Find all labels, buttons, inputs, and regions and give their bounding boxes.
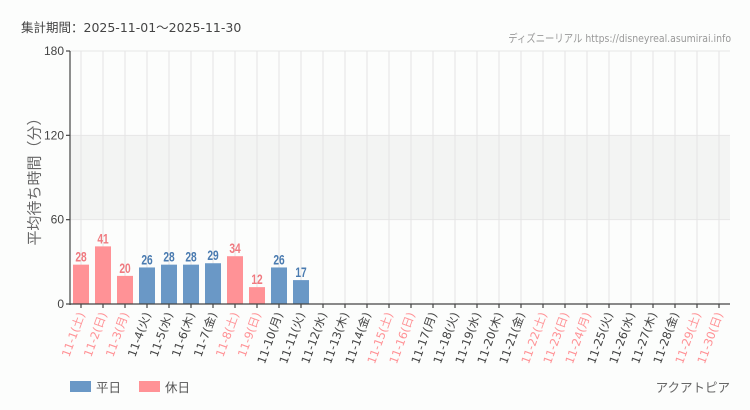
horizontal-gridlines (70, 50, 730, 221)
aggregation-period: 集計期間：2025-11-01～2025-11-30 (21, 20, 242, 35)
bar-value-label: 41 (97, 231, 109, 247)
bar[interactable] (117, 275, 133, 304)
site-credit: ディズニーリアル https://disneyreal.asumirai.inf… (508, 32, 731, 45)
bar-value-label: 28 (163, 249, 175, 265)
y-tick-label: 0 (57, 297, 64, 311)
bar-value-label: 26 (141, 252, 153, 268)
bar[interactable] (95, 246, 111, 304)
bars: 28 41 20 26 28 28 29 34 12 26 17 (73, 231, 309, 304)
y-tick-label: 60 (51, 213, 65, 227)
bar-value-label: 26 (273, 252, 285, 268)
bar[interactable] (249, 287, 265, 304)
bar[interactable] (227, 256, 243, 304)
bar[interactable] (139, 267, 155, 304)
bar-value-label: 28 (185, 249, 197, 265)
legend-item-weekday[interactable]: 平日 (70, 377, 121, 396)
bar-value-label: 29 (207, 248, 219, 264)
bar-value-label: 20 (119, 260, 131, 276)
legend-label-weekday: 平日 (96, 380, 122, 395)
bar[interactable] (271, 267, 287, 304)
holiday-swatch (139, 381, 161, 392)
bar-value-label: 28 (75, 249, 87, 265)
bar-value-label: 17 (295, 265, 307, 281)
bar[interactable] (73, 264, 89, 304)
bar-value-label: 34 (229, 241, 241, 257)
bar-value-label: 12 (251, 272, 263, 288)
bar[interactable] (205, 263, 221, 304)
y-tick-label: 180 (44, 44, 64, 58)
bar[interactable] (183, 264, 199, 304)
legend: 平日 休日 (70, 377, 190, 396)
bar[interactable] (293, 280, 309, 304)
x-tick-labels: 11-1(土)11-2(日)11-3(月)11-4(火)11-5(水)11-6(… (59, 310, 726, 365)
bar[interactable] (161, 264, 177, 304)
y-tick-label: 120 (44, 128, 64, 142)
y-tick-labels: 0 60 120 180 (44, 44, 64, 311)
vertical-gridlines (80, 51, 720, 304)
legend-label-holiday: 休日 (165, 380, 191, 395)
legend-item-holiday[interactable]: 休日 (139, 377, 190, 396)
weekday-swatch (70, 381, 91, 392)
axes (66, 50, 730, 308)
attraction-name: アクアトピア (655, 380, 730, 395)
shaded-band (70, 135, 730, 220)
